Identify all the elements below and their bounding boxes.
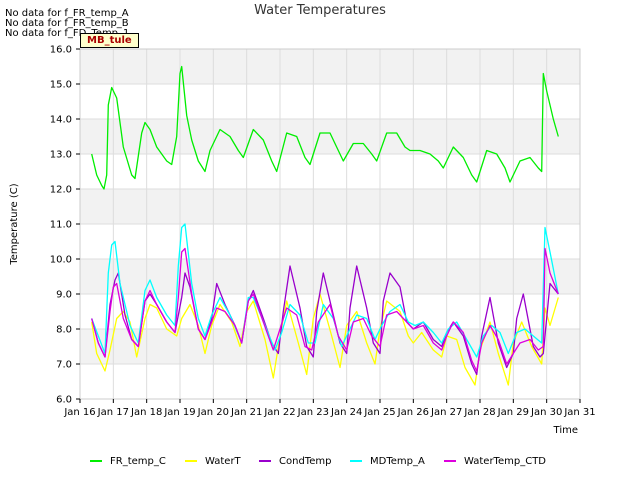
site-label-box: MB_tule — [80, 33, 139, 48]
background-bands — [80, 49, 580, 364]
legend-item-fr-temp-c: FR_temp_C — [90, 452, 166, 470]
x-tick-label: Jan 26 — [397, 407, 429, 418]
x-tick-label: Jan 30 — [530, 407, 562, 418]
y-tick-label: 15.0 — [50, 80, 72, 91]
legend-item-condtemp: CondTemp — [259, 452, 331, 470]
y-tick-label: 6.0 — [56, 395, 72, 406]
background-band — [80, 189, 580, 224]
x-axis-ticks: Jan 16 Jan 17 Jan 18 Jan 19 Jan 20 Jan 21 Jan … — [63, 399, 596, 418]
y-tick-label: 11.0 — [50, 220, 72, 231]
legend: FR_temp_C WaterT CondTemp MDTemp_A Water… — [0, 452, 640, 470]
background-band — [80, 119, 580, 154]
x-tick-label: Jan 24 — [330, 407, 362, 418]
legend-label: MDTemp_A — [370, 455, 425, 467]
x-tick-label: Jan 23 — [297, 407, 329, 418]
x-tick-label: Jan 29 — [497, 407, 529, 418]
x-tick-label: Jan 25 — [363, 407, 395, 418]
legend-swatch — [259, 460, 271, 462]
series-line-watertemp-ctd — [91, 247, 559, 372]
series-lines — [91, 65, 559, 386]
y-tick-label: 13.0 — [50, 150, 72, 161]
x-tick-label: Jan 20 — [197, 407, 229, 418]
legend-label: WaterTemp_CTD — [464, 455, 547, 467]
series-line-fr-temp-c — [91, 65, 559, 190]
x-tick-label: Jan 27 — [430, 407, 462, 418]
legend-item-mdtemp-a: MDTemp_A — [350, 452, 425, 470]
y-axis-ticks: 6.0 7.0 8.0 9.0 10.0 11.0 12.0 13.0 14.0 15.0 16.0 — [50, 45, 80, 406]
y-tick-label: 8.0 — [56, 325, 72, 336]
legend-label: FR_temp_C — [110, 455, 166, 467]
no-data-notice: No data for f_FD_Temp_1 — [5, 28, 130, 39]
x-tick-label: Jan 28 — [463, 407, 495, 418]
background-band — [80, 259, 580, 294]
legend-label: CondTemp — [279, 455, 332, 467]
y-tick-label: 14.0 — [50, 115, 72, 126]
x-axis-label: Time — [553, 425, 578, 436]
background-band — [80, 49, 580, 84]
x-tick-label: Jan 18 — [130, 407, 162, 418]
chart-title: Water Temperatures — [254, 3, 386, 18]
legend-swatch — [90, 460, 102, 462]
no-data-notice: No data for f_FR_temp_A — [5, 8, 129, 19]
legend-item-watertemp-ctd: WaterTemp_CTD — [444, 452, 546, 470]
x-tick-label: Jan 17 — [97, 407, 129, 418]
legend-label: WaterT — [205, 455, 241, 467]
y-tick-label: 16.0 — [50, 45, 72, 56]
x-tick-label: Jan 22 — [263, 407, 295, 418]
y-tick-label: 12.0 — [50, 185, 72, 196]
x-tick-label: Jan 19 — [163, 407, 195, 418]
no-data-notice: No data for f_FR_temp_B — [5, 18, 129, 29]
x-tick-label: Jan 16 — [63, 407, 95, 418]
x-tick-label: Jan 21 — [230, 407, 262, 418]
y-tick-label: 7.0 — [56, 360, 72, 371]
y-tick-label: 10.0 — [50, 255, 72, 266]
legend-item-watert: WaterT — [185, 452, 241, 470]
y-axis-label: Temperature (C) — [9, 183, 20, 265]
legend-swatch — [350, 460, 362, 462]
x-tick-label: Jan 31 — [563, 407, 595, 418]
legend-swatch — [185, 460, 197, 462]
legend-swatch — [444, 460, 456, 462]
y-tick-label: 9.0 — [56, 290, 72, 301]
